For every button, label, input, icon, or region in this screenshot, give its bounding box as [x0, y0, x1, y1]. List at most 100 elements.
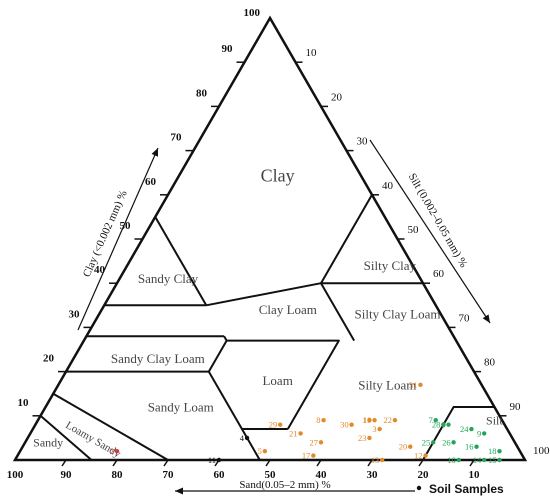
- sample-point: [216, 457, 222, 463]
- sample-point-label: 28: [432, 420, 441, 430]
- sample-point: [441, 422, 446, 427]
- clay-tick-label: 50: [120, 220, 132, 232]
- sample-point-label: 7: [429, 415, 433, 425]
- sand-tick-label: 40: [316, 469, 328, 481]
- silt-tick-label: 20: [331, 91, 343, 103]
- region-label-silty-clay: Silty Clay: [364, 258, 417, 273]
- clay-axis-title: Clay (<0.002 mm) %: [81, 189, 130, 279]
- clay-axis-arrow-head: [151, 148, 158, 157]
- sand-tick-label: 10: [469, 469, 481, 481]
- sample-point: [318, 440, 324, 445]
- region-label-sandy-clay-loam: Sandy Clay Loam: [111, 351, 205, 366]
- sample-point: [367, 435, 372, 441]
- sample-point-label: 12: [414, 451, 423, 461]
- sand-tick-mark: [469, 459, 475, 467]
- sand-tick-label: 70: [163, 469, 175, 481]
- legend-label: Soil Samples: [429, 482, 504, 496]
- sample-point: [298, 431, 303, 436]
- silt-axis-arrow-head: [482, 314, 490, 323]
- sample-point: [367, 418, 372, 423]
- sand-axis-title: Sand(0.05–2 mm) %: [239, 479, 330, 491]
- sample-point: [474, 444, 479, 449]
- boundary-loam-bottom: [240, 428, 288, 461]
- sample-point-label: 8: [316, 415, 320, 425]
- boundary-join: [223, 335, 228, 342]
- silt-axis-arrow: [369, 139, 491, 324]
- boundary-loam: [207, 339, 340, 430]
- corner-label-top: 100: [244, 7, 261, 19]
- legend-marker: [416, 485, 422, 491]
- sample-point-label: 31: [409, 380, 418, 390]
- sand-tick-label: 80: [112, 469, 124, 481]
- region-label-silt: Silt: [486, 414, 503, 428]
- region-label-loamy-sandy: Loamy Sandy: [63, 419, 123, 460]
- boundary-sandy: [39, 415, 93, 461]
- silt-tick-label: 40: [382, 180, 394, 192]
- sample-point-label: 13: [371, 455, 380, 465]
- clay-tick-label: 70: [171, 132, 183, 144]
- clay-tick-label: 80: [196, 87, 208, 99]
- sand-tick-label: 60: [214, 469, 226, 481]
- sand-tick-label: 20: [418, 469, 430, 481]
- sample-point: [482, 431, 487, 436]
- region-label-sandy-loam: Sandy Loam: [148, 399, 214, 414]
- sample-point-label: 16: [465, 442, 474, 452]
- sample-point-label: 19: [363, 415, 372, 425]
- clay-tick-label: 90: [222, 43, 234, 55]
- region-label-silty-loam: Silty Loam: [358, 377, 416, 392]
- sample-point: [497, 457, 502, 463]
- sand-tick-mark: [316, 459, 322, 467]
- silt-tick-label: 10: [306, 47, 318, 59]
- silt-tick-label: 30: [357, 136, 369, 148]
- sample-point-label: 3: [372, 424, 376, 434]
- region-label-sandy: Sandy: [33, 436, 63, 450]
- sample-point-label: 5: [258, 446, 262, 456]
- sample-point: [418, 382, 423, 388]
- sample-point: [433, 418, 438, 423]
- sand-tick-mark: [418, 459, 424, 467]
- sample-point-label: 21: [289, 428, 298, 438]
- clay-tick-label: 20: [43, 353, 55, 365]
- sample-point-label: 2: [110, 446, 114, 456]
- boundary-loamy-sandy: [52, 392, 169, 461]
- sample-point: [451, 440, 456, 445]
- sample-point: [456, 457, 461, 463]
- sample-point-label: 25: [422, 437, 431, 447]
- silt-tick-label: 50: [408, 224, 420, 236]
- sample-point: [278, 422, 283, 427]
- sample-point-label: 29: [269, 420, 278, 430]
- region-label-sandy-clay: Sandy Clay: [138, 271, 199, 286]
- sample-point: [446, 422, 451, 427]
- sample-point-label: 10: [447, 455, 456, 465]
- region-label-clay-loam: Clay Loam: [259, 302, 317, 317]
- sand-tick-mark: [112, 459, 118, 467]
- boundary-silty-clay: [320, 194, 373, 284]
- silt-tick-label: 90: [510, 401, 522, 413]
- sample-point: [349, 422, 354, 427]
- sample-point: [311, 453, 316, 458]
- sand-axis-arrow-head: [175, 487, 183, 495]
- silt-tick-label: 80: [484, 357, 496, 369]
- sample-point-label: 22: [383, 415, 392, 425]
- sample-point: [321, 418, 326, 423]
- boundary-clay-top: [154, 216, 208, 306]
- legend: Soil Samples: [416, 482, 504, 496]
- sample-point-label: 14: [473, 455, 482, 465]
- sample-point-label: 17: [302, 451, 311, 461]
- clay-tick-label: 60: [145, 176, 157, 188]
- region-label-silty-clay-loam: Silty Clay Loam: [355, 307, 441, 322]
- sample-point-label: 11: [208, 455, 216, 465]
- boundary-clay-loam-right: [206, 282, 322, 307]
- sample-point-label: 23: [358, 433, 367, 443]
- sample-point-label: 27: [310, 437, 319, 447]
- sample-point-label: 9: [477, 428, 481, 438]
- clay-tick-label: 10: [18, 397, 30, 409]
- sample-point-label: 1: [362, 415, 366, 425]
- sample-point-label: 15: [488, 455, 497, 465]
- sample-point: [377, 426, 382, 432]
- sample-point: [497, 448, 502, 454]
- clay-tick-label: 30: [69, 308, 81, 320]
- sample-point: [469, 426, 474, 432]
- clay-tick-label: 40: [94, 264, 106, 276]
